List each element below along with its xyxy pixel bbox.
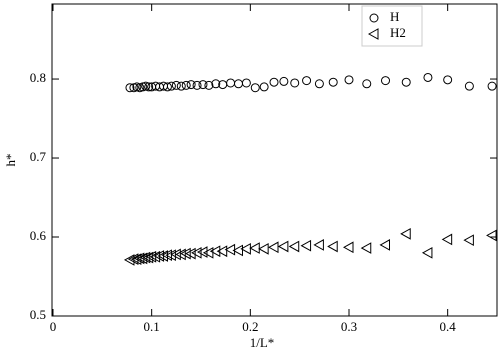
- point: [360, 242, 372, 254]
- point: [277, 240, 289, 253]
- legend-label: H2: [390, 25, 406, 40]
- point: [401, 77, 411, 87]
- point: [185, 247, 196, 260]
- point: [241, 78, 251, 88]
- point: [166, 81, 176, 91]
- point: [198, 80, 208, 90]
- point: [290, 78, 300, 88]
- point: [381, 76, 391, 86]
- point: [180, 247, 191, 260]
- point: [379, 239, 391, 251]
- point: [161, 249, 172, 262]
- point: [196, 246, 208, 258]
- point: [165, 249, 176, 262]
- point: [443, 75, 453, 85]
- point: [269, 77, 279, 87]
- point: [369, 13, 379, 23]
- point: [367, 28, 379, 40]
- y-tick-label: 0.6: [30, 228, 47, 243]
- point: [133, 252, 145, 265]
- point: [226, 78, 236, 88]
- point: [267, 241, 279, 254]
- point: [258, 243, 269, 255]
- point: [181, 80, 191, 90]
- point: [136, 252, 148, 265]
- point: [233, 79, 243, 89]
- plot-frame: [51, 3, 498, 317]
- point: [441, 233, 453, 246]
- point: [176, 81, 186, 91]
- point: [191, 246, 202, 259]
- x-tick-label: 0.4: [440, 319, 457, 334]
- point: [127, 253, 139, 265]
- point: [204, 80, 214, 90]
- point: [139, 251, 151, 264]
- point: [314, 79, 324, 89]
- point: [327, 240, 338, 253]
- point: [423, 72, 433, 82]
- point: [144, 82, 154, 92]
- y-tick-label: 0.5: [30, 307, 46, 322]
- point: [250, 83, 260, 93]
- point: [344, 75, 354, 85]
- x-axis-label: 1/L*: [250, 335, 275, 350]
- x-tick-label: 0.3: [341, 319, 357, 334]
- point: [130, 253, 142, 265]
- point: [259, 82, 269, 92]
- point: [421, 246, 433, 259]
- x-tick-label: 0: [50, 319, 57, 334]
- point: [170, 248, 181, 261]
- point: [313, 239, 324, 251]
- legend-label: H: [390, 9, 399, 24]
- point: [463, 234, 474, 247]
- point: [186, 80, 196, 90]
- x-tick-label: 0.2: [242, 319, 258, 334]
- y-tick-label: 0.8: [30, 70, 46, 85]
- point: [288, 240, 300, 253]
- point: [232, 244, 243, 257]
- point: [249, 242, 260, 254]
- point: [162, 82, 172, 92]
- point: [362, 79, 372, 89]
- point: [487, 81, 497, 91]
- point: [400, 228, 411, 240]
- y-axis-label: h*: [3, 154, 18, 167]
- point: [302, 76, 312, 86]
- y-tick-label: 0.7: [30, 149, 47, 164]
- point: [192, 80, 202, 90]
- point: [279, 76, 289, 86]
- point: [342, 241, 354, 254]
- point: [171, 80, 181, 90]
- point: [209, 245, 221, 258]
- point: [300, 239, 312, 252]
- point: [216, 245, 228, 258]
- point: [240, 243, 251, 255]
- point: [328, 77, 338, 87]
- point: [175, 248, 186, 261]
- legend-box: [361, 5, 423, 47]
- point: [211, 79, 221, 89]
- point: [464, 81, 474, 91]
- x-tick-label: 0.1: [144, 319, 160, 334]
- point: [486, 229, 497, 242]
- point: [125, 83, 135, 93]
